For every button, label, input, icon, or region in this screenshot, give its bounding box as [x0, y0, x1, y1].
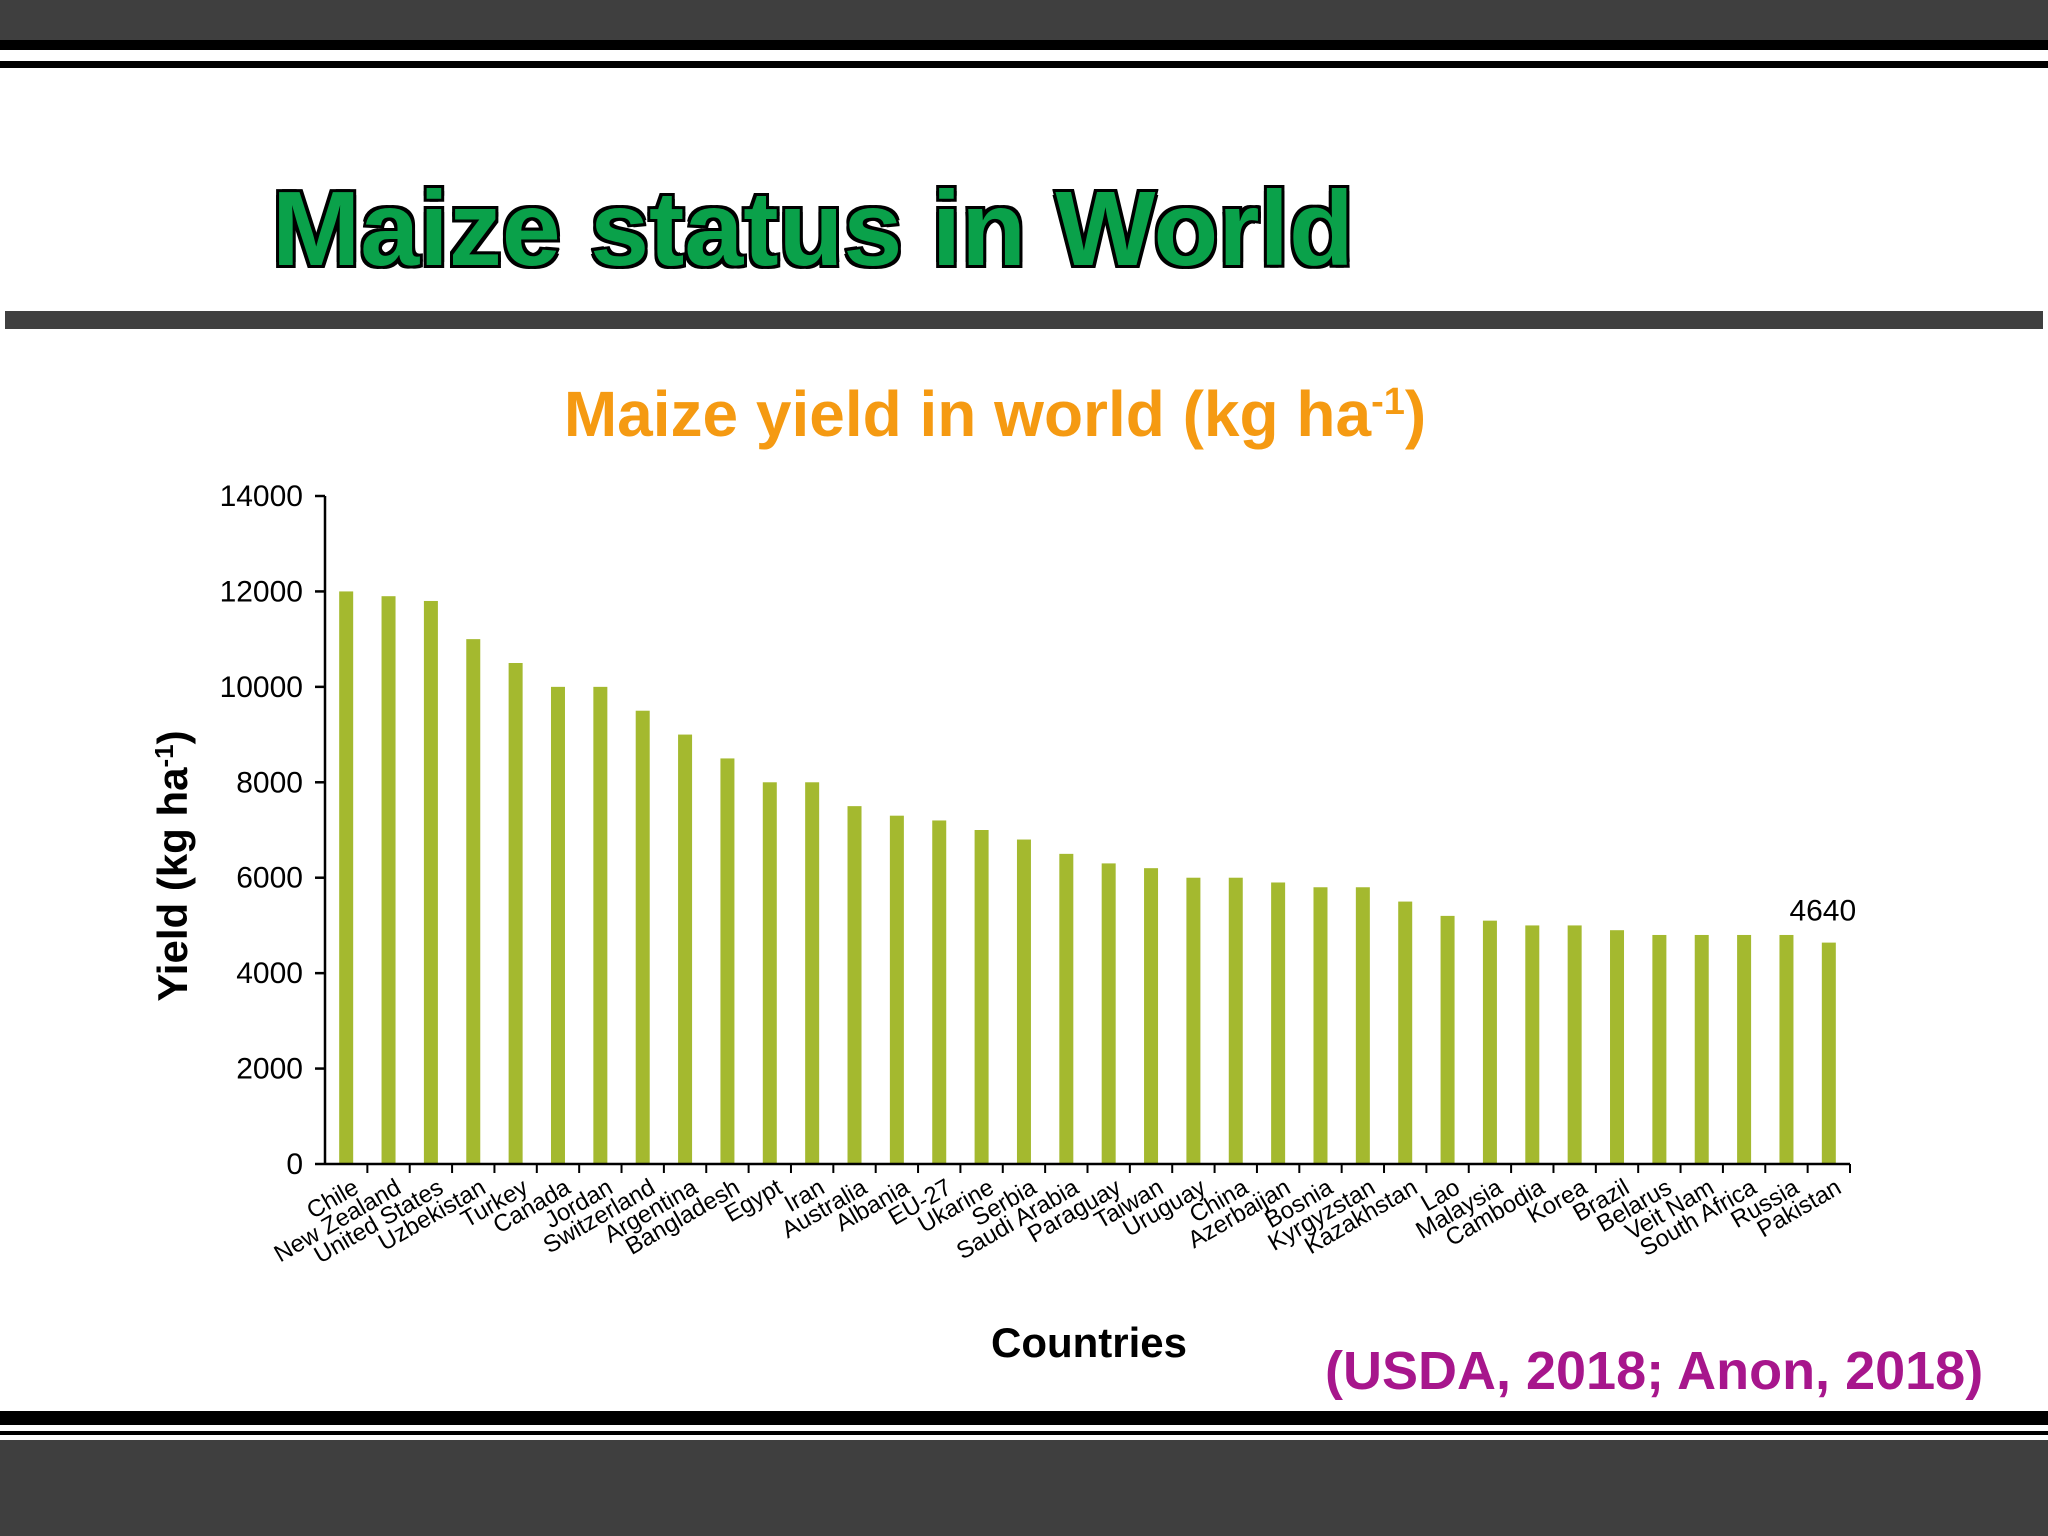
y-tick-label: 12000: [220, 575, 303, 608]
y-axis-title-suffix: ): [149, 730, 196, 745]
bar: [1186, 877, 1201, 1164]
bar: [889, 815, 904, 1164]
bar: [1355, 887, 1370, 1164]
bar: [762, 782, 777, 1164]
bar: [1144, 868, 1159, 1164]
bar: [1228, 877, 1243, 1164]
y-tick-label: 6000: [236, 862, 303, 895]
x-axis-title: Countries: [990, 1319, 1187, 1366]
y-tick-label: 10000: [220, 671, 303, 704]
chart-title-superscript: -1: [1371, 381, 1405, 423]
bar: [381, 596, 396, 1164]
top-rule-thin: [0, 61, 2048, 68]
y-tick-label: 2000: [236, 1053, 303, 1086]
chart-title-text: Maize yield in world (kg ha: [563, 378, 1372, 450]
bar: [1101, 863, 1116, 1164]
bar: [1821, 942, 1836, 1164]
bar: [550, 686, 565, 1164]
bar: [1737, 934, 1752, 1164]
y-tick-label: 4000: [236, 957, 303, 990]
bar: [1652, 934, 1667, 1164]
bar: [1440, 915, 1455, 1164]
bar: [932, 820, 947, 1164]
bar: [720, 758, 735, 1164]
bars-group: [339, 591, 1836, 1164]
y-tick-label: 14000: [220, 480, 303, 513]
bar: [1482, 920, 1497, 1164]
bar: [423, 600, 438, 1164]
bar: [1525, 925, 1540, 1164]
bar: [466, 639, 481, 1164]
title-divider: [5, 311, 2043, 329]
bar: [847, 806, 862, 1164]
bar: [974, 830, 989, 1164]
top-band: [0, 0, 2048, 40]
bar: [1016, 839, 1031, 1164]
y-tick-label: 0: [286, 1148, 303, 1181]
data-label: 4640: [1789, 895, 1856, 928]
axes-group: [315, 494, 1851, 1173]
bottom-band: [0, 1440, 2048, 1536]
bottom-rule-thin: [0, 1431, 2048, 1435]
bar: [1779, 934, 1794, 1164]
chart-title-suffix: ): [1404, 378, 1427, 450]
bar: [1059, 853, 1074, 1164]
y-axis-title-superscript: -1: [149, 744, 179, 768]
y-tick-label: 8000: [236, 766, 303, 799]
bar: [1271, 882, 1286, 1164]
bar: [1313, 887, 1328, 1164]
bar: [1567, 925, 1582, 1164]
top-rule-thick: [0, 40, 2048, 50]
y-axis-title: Yield (kg ha-1): [149, 730, 196, 1002]
slide-title: Maize status in World: [270, 170, 1357, 288]
bar-chart: 02000400060008000100001200014000ChileNew…: [220, 480, 1857, 1269]
source-citation: (USDA, 2018; Anon, 2018): [1325, 1341, 1984, 1401]
bar: [593, 686, 608, 1164]
bar: [1694, 934, 1709, 1164]
bar: [1610, 930, 1625, 1164]
bar: [339, 591, 354, 1164]
bar: [678, 734, 693, 1164]
chart-title: Maize yield in world (kg ha-1): [0, 382, 1990, 446]
y-axis-title-text: Yield (kg ha: [149, 767, 196, 1002]
bottom-rule-thick: [0, 1411, 2048, 1425]
bar: [508, 663, 523, 1164]
bar: [805, 782, 820, 1164]
bar: [1398, 901, 1413, 1164]
bar: [635, 710, 650, 1164]
